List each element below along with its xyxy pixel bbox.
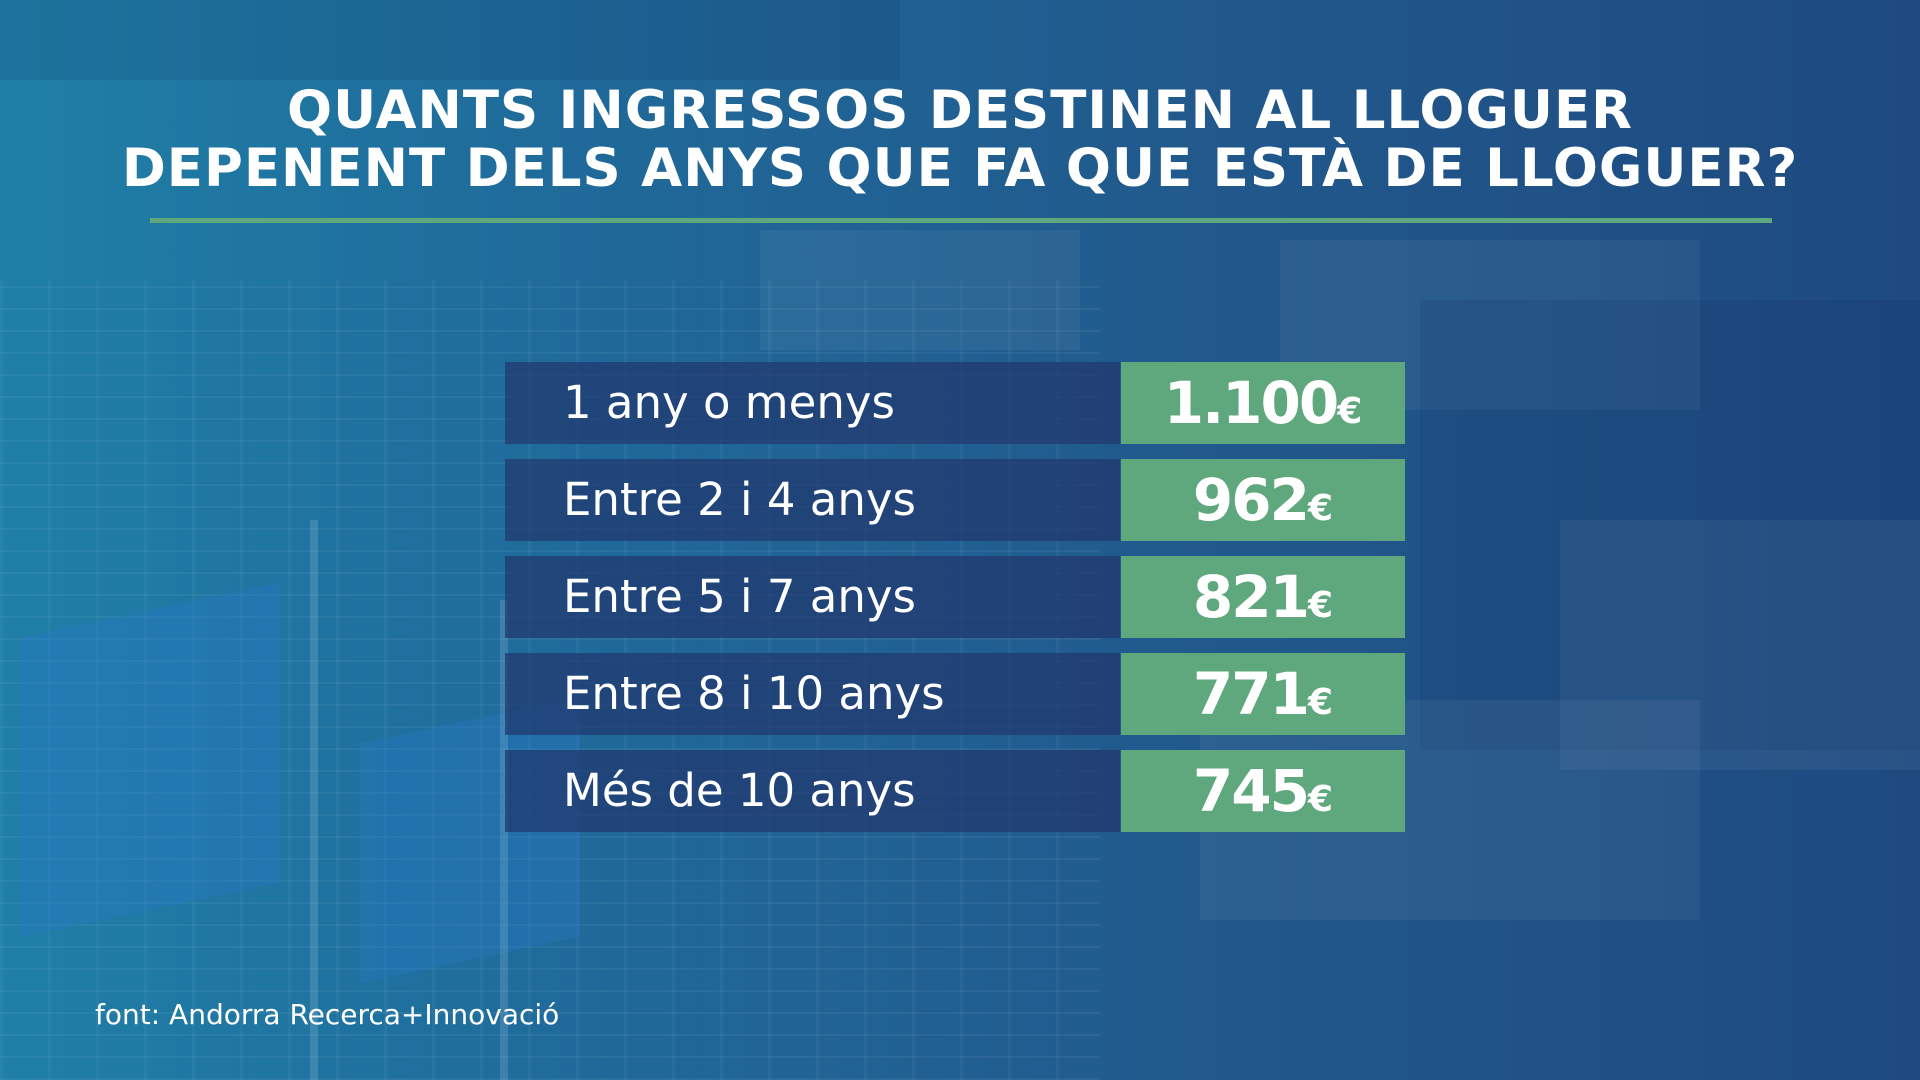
flag-shape [20,582,280,938]
flag-pole [500,600,508,1080]
row-unit: € [1337,391,1363,432]
title-underline [150,218,1772,223]
row-label: Entre 5 i 7 anys [563,570,916,623]
flag-pole [310,520,318,1080]
table-row: Entre 8 i 10 anys 771€ [505,653,1405,735]
row-value-box: 962€ [1121,459,1405,541]
row-label: Més de 10 anys [563,764,916,817]
row-unit: € [1308,682,1334,723]
table-row: Més de 10 anys 745€ [505,750,1405,832]
row-value: 821 [1192,563,1310,631]
title-line-1: QUANTS INGRESSOS DESTINEN AL LLOGUER [287,80,1633,141]
background-block [0,0,900,80]
row-value: 745 [1192,757,1310,825]
source-note: font: Andorra Recerca+Innovació [95,998,560,1031]
row-unit: € [1308,585,1334,626]
background-block [1420,300,1920,750]
row-label-box: 1 any o menys [505,362,1120,444]
row-label: Entre 2 i 4 anys [563,473,916,526]
row-value: 962 [1192,466,1310,534]
row-value-box: 1.100€ [1121,362,1405,444]
background-block [1560,520,1920,770]
row-label: Entre 8 i 10 anys [563,667,945,720]
row-label-box: Entre 8 i 10 anys [505,653,1120,735]
row-label: 1 any o menys [563,376,895,429]
background-block [760,230,1080,350]
row-value-box: 771€ [1121,653,1405,735]
table-row: Entre 2 i 4 anys 962€ [505,459,1405,541]
row-label-box: Entre 5 i 7 anys [505,556,1120,638]
row-value-box: 745€ [1121,750,1405,832]
rent-by-years-table: 1 any o menys 1.100€ Entre 2 i 4 anys 96… [505,362,1405,847]
row-label-box: Més de 10 anys [505,750,1120,832]
row-unit: € [1308,488,1334,529]
row-value: 1.100 [1163,369,1339,437]
table-row: 1 any o menys 1.100€ [505,362,1405,444]
table-row: Entre 5 i 7 anys 821€ [505,556,1405,638]
row-label-box: Entre 2 i 4 anys [505,459,1120,541]
title-line-2: DEPENENT DELS ANYS QUE FA QUE ESTÀ DE LL… [121,138,1799,199]
row-value: 771 [1192,660,1310,728]
row-value-box: 821€ [1121,556,1405,638]
chart-title: QUANTS INGRESSOS DESTINEN AL LLOGUER DEP… [0,82,1920,198]
row-unit: € [1308,779,1334,820]
